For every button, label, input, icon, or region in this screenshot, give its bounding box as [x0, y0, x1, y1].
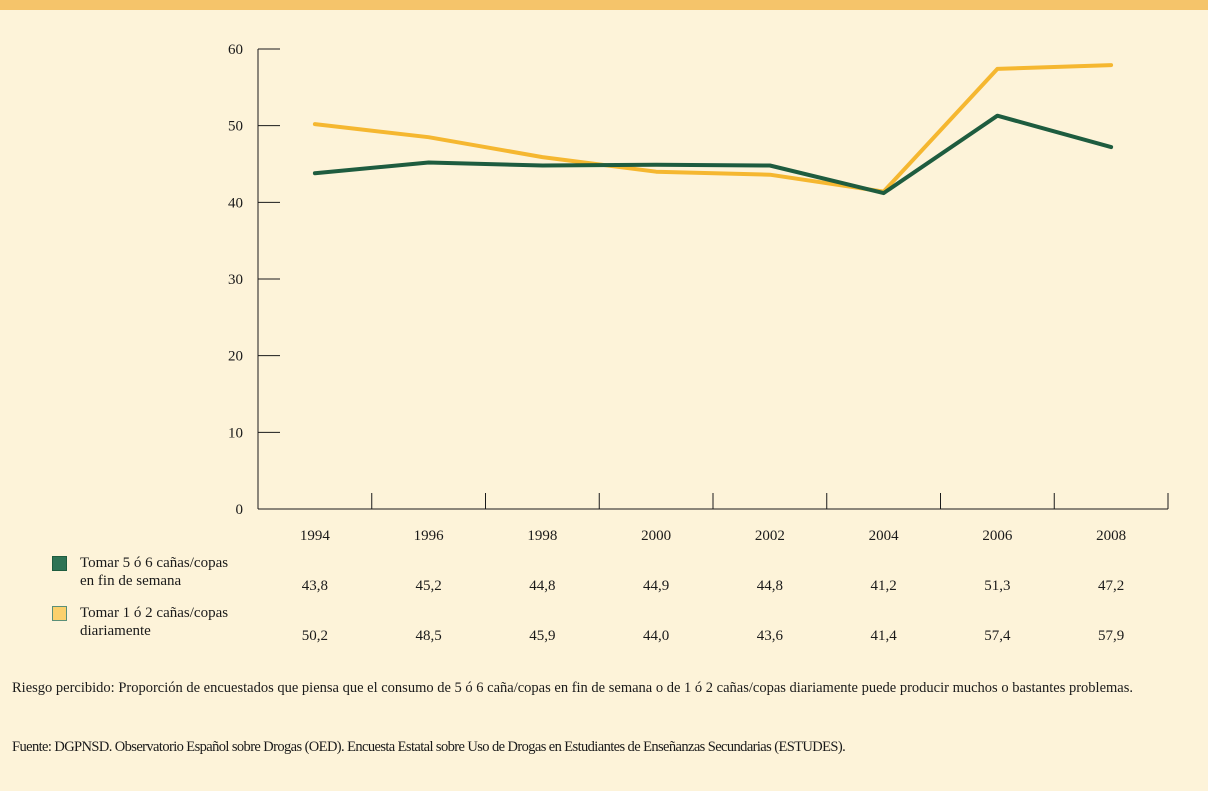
- table-cell-series-1: 44,9: [643, 578, 670, 594]
- x-tick-label: 1994: [300, 528, 331, 540]
- table-cell-series-2: 43,6: [756, 628, 783, 644]
- x-tick-label: 2004: [869, 528, 900, 540]
- table-cell-series-1: 47,2: [1098, 578, 1125, 594]
- table-cell-series-2: 48,5: [415, 628, 442, 644]
- table-cell-series-1: 41,2: [870, 578, 897, 594]
- x-tick-label: 2000: [641, 528, 671, 540]
- legend-swatch-series-1: [52, 556, 67, 571]
- table-cell-series-1: 44,8: [756, 578, 783, 594]
- y-tick-label: 10: [228, 425, 243, 441]
- y-tick-label: 30: [228, 272, 243, 288]
- table-cell-series-2: 57,9: [1098, 628, 1125, 644]
- y-tick-label: 20: [228, 349, 243, 365]
- y-tick-label: 50: [228, 119, 243, 135]
- legend-label-series-2-line1: Tomar 1 ó 2 cañas/copas: [80, 605, 229, 621]
- legend-label-series-2: Tomar 1 ó 2 cañas/copas diariamente: [80, 604, 228, 640]
- definition-note: Riesgo percibido: Proporción de encuesta…: [12, 680, 1133, 696]
- table-cell-series-2: 44,0: [643, 628, 670, 644]
- table-cell-series-2: 50,2: [301, 628, 328, 644]
- table-cell-series-1: 44,8: [529, 578, 556, 594]
- legend-label-series-2-line2: diariamente: [80, 623, 151, 639]
- legend-label-series-1-line2: en fin de semana: [80, 573, 182, 589]
- y-tick-label: 60: [228, 42, 243, 58]
- table-cell-series-1: 43,8: [301, 578, 328, 594]
- table-cell-series-2: 45,9: [529, 628, 556, 644]
- y-tick-label: 0: [236, 502, 244, 518]
- x-tick-label: 2002: [755, 528, 785, 540]
- legend-swatch-series-2: [52, 606, 67, 621]
- line-chart: 0 10 20 30 40 50 60 1994 1996 1998 2000 2002 2004 200…: [228, 42, 1169, 540]
- table-cell-series-2: 57,4: [984, 628, 1011, 644]
- series-line-2: [312, 63, 1114, 194]
- x-tick-label: 1996: [414, 528, 445, 540]
- legend-label-series-1: Tomar 5 ó 6 cañas/copas en fin de semana: [80, 554, 228, 590]
- series-line-1: [312, 113, 1114, 196]
- y-tick-label: 40: [228, 195, 243, 211]
- table-cell-series-2: 41,4: [870, 628, 897, 644]
- source-note: Fuente: DGPNSD. Observatorio Español sob…: [12, 739, 846, 755]
- table-cell-series-1: 51,3: [984, 578, 1011, 594]
- x-tick-label: 2008: [1096, 528, 1126, 540]
- top-color-band: [0, 0, 1208, 10]
- table-cell-series-1: 45,2: [415, 578, 442, 594]
- x-tick-label: 1998: [527, 528, 557, 540]
- legend-label-series-1-line1: Tomar 5 ó 6 cañas/copas: [80, 555, 229, 571]
- x-tick-label: 2006: [982, 528, 1013, 540]
